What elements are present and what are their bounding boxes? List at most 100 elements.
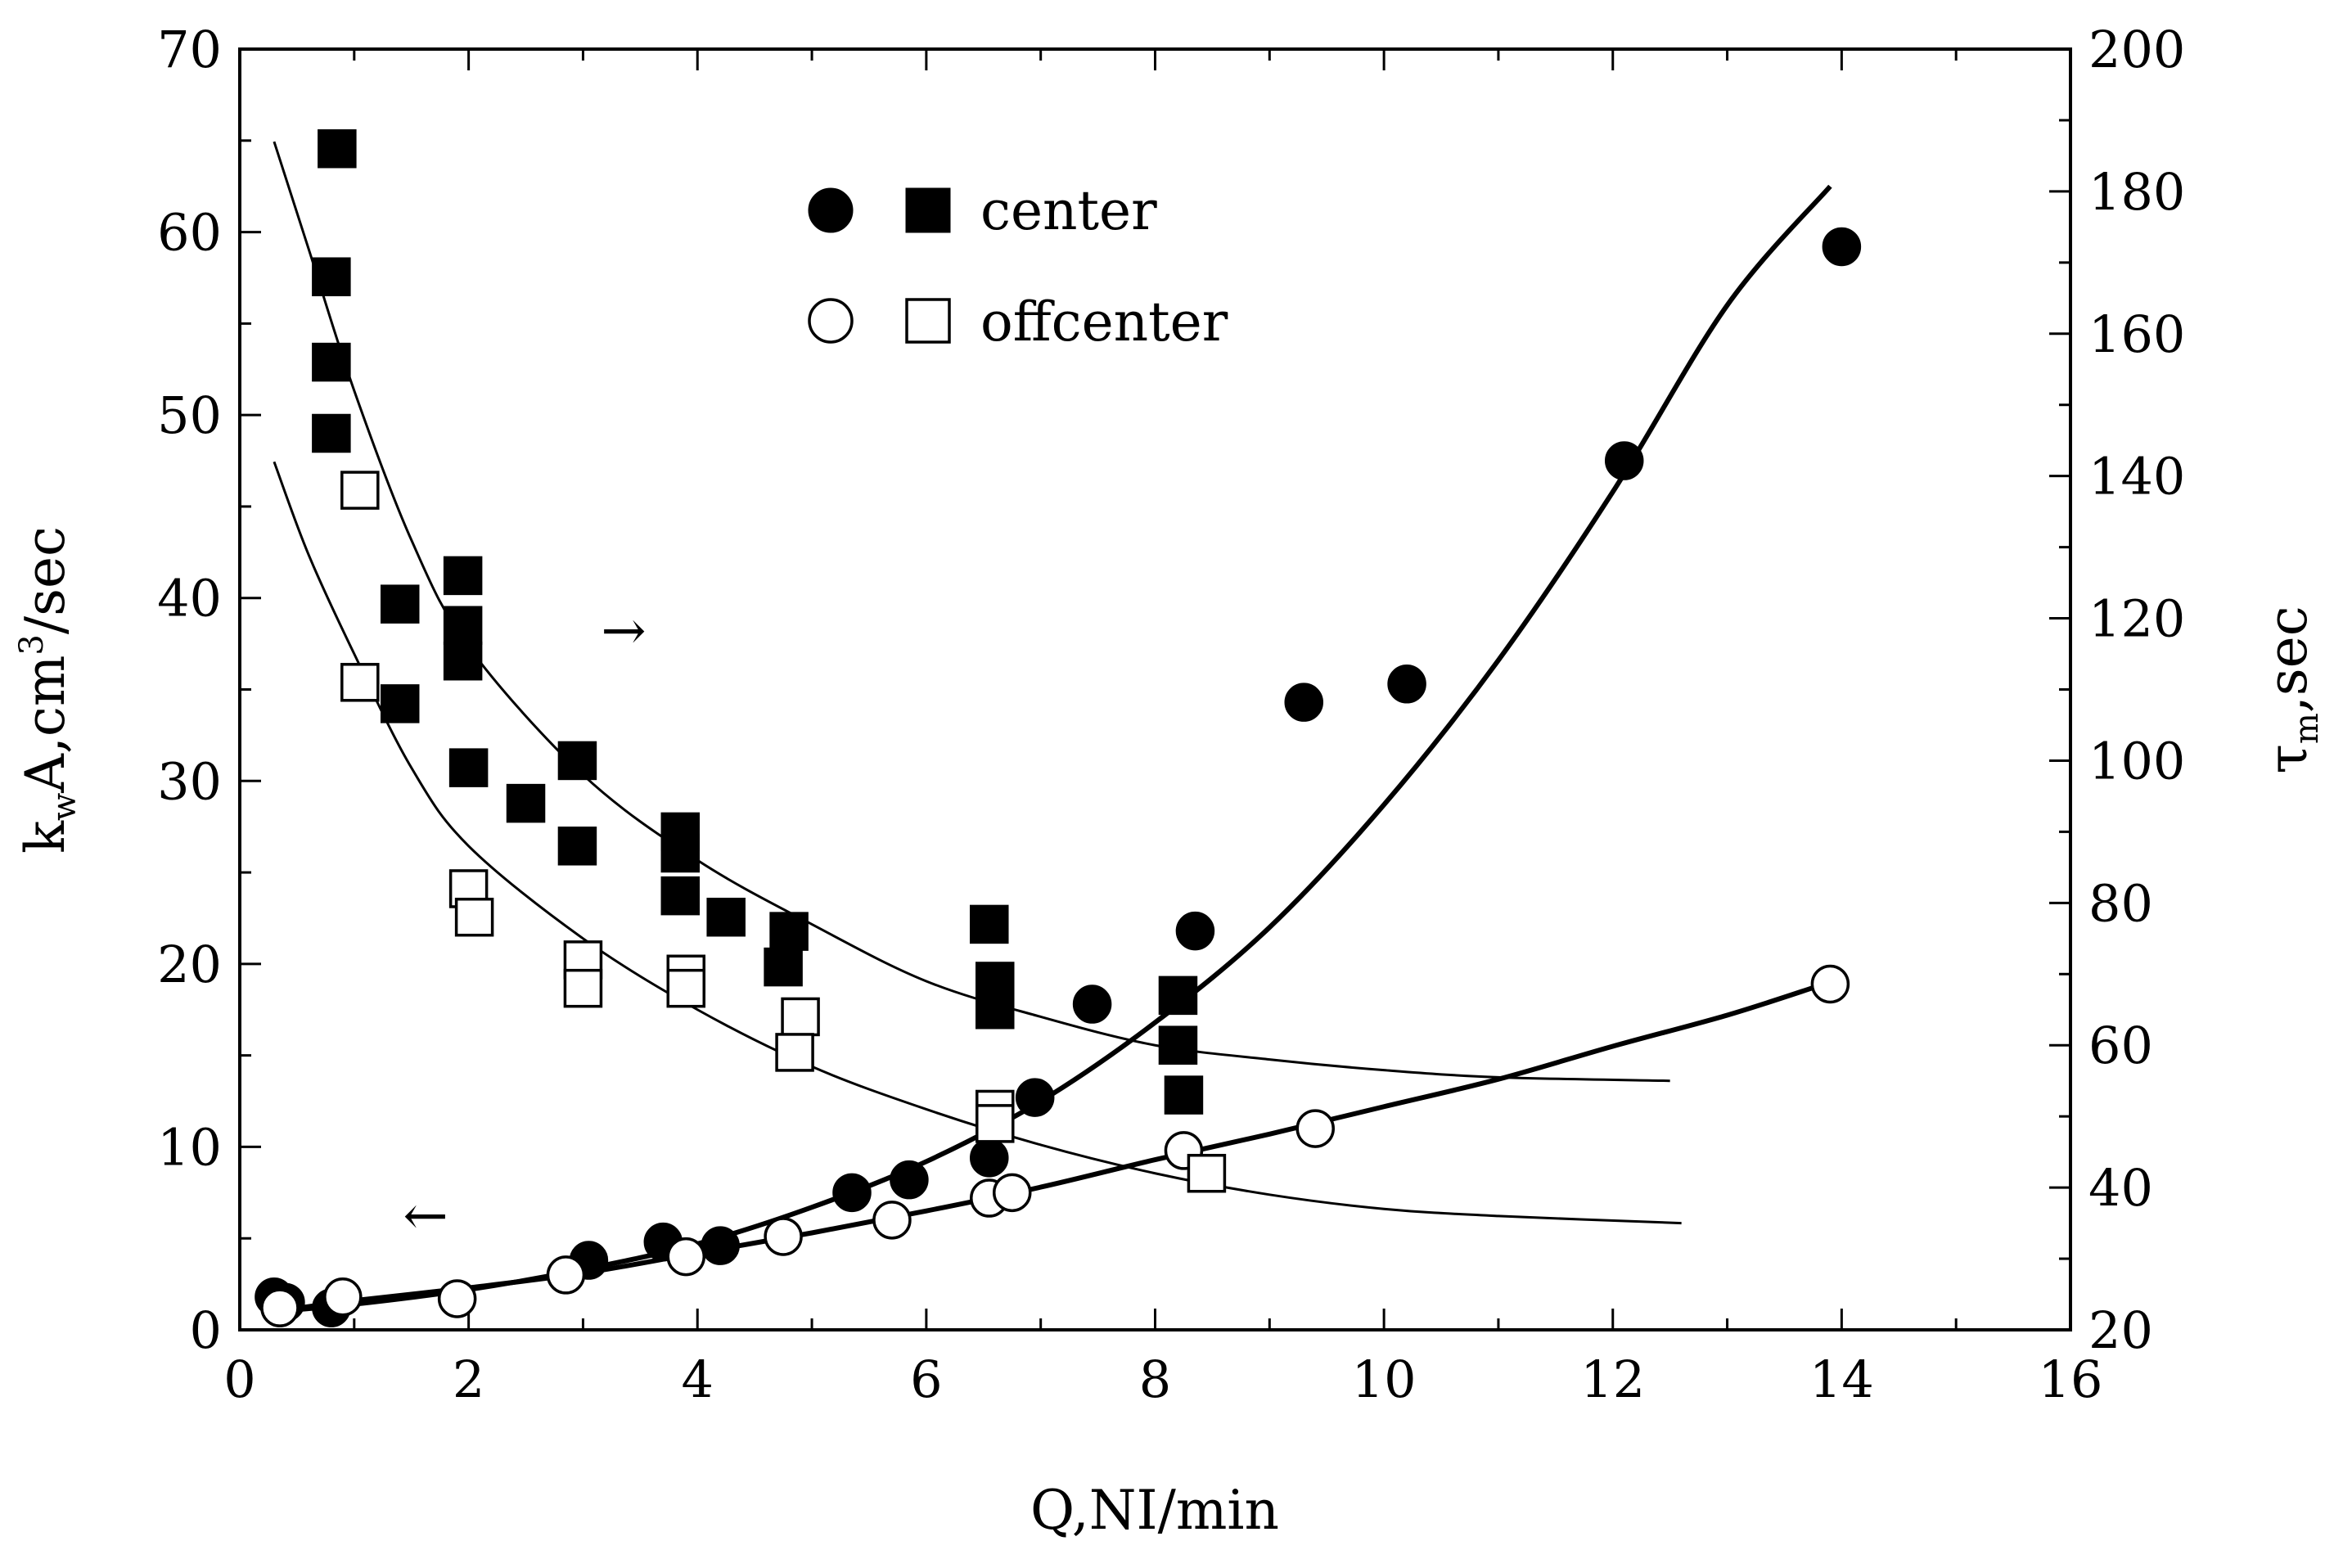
axis-ticks: 0 2 4 6 8 10 12 14 16010203040506070204060801001… — [157, 20, 2185, 1409]
open-square-point — [563, 968, 603, 1008]
y-left-tick-label: 20 — [157, 935, 222, 994]
x-tick-label: 12 — [1580, 1349, 1645, 1409]
open-circle-point — [437, 1279, 477, 1318]
y-left-title-tail: /sec — [14, 526, 77, 634]
y-right-tick-label: 80 — [2088, 873, 2153, 933]
y-right-tick-label: 180 — [2088, 162, 2185, 222]
y-right-tick-label: 140 — [2088, 447, 2185, 507]
right-axis-arrow: → — [601, 599, 646, 662]
legend-center-circle-marker — [808, 187, 854, 233]
filled-square-point — [312, 257, 351, 296]
y-left-tick-label: 50 — [157, 385, 222, 445]
open-circle-point — [1810, 964, 1850, 1004]
filled-square-point — [769, 912, 809, 951]
open-circle-point — [1295, 1109, 1335, 1148]
y-right-tick-label: 60 — [2088, 1016, 2153, 1075]
filled-square-point — [312, 342, 351, 382]
filled-square-point — [764, 947, 803, 987]
legend: center offcenter — [808, 179, 1228, 354]
x-tick-label: 6 — [910, 1349, 942, 1409]
y-left-tick-label: 60 — [157, 203, 222, 263]
open-circle-point — [872, 1201, 912, 1240]
y-left-title-main: k — [14, 820, 77, 854]
left-axis-arrow: ← — [403, 1184, 448, 1247]
y-right-tick-label: 100 — [2088, 731, 2185, 791]
open-square-point — [781, 997, 820, 1037]
y-right-tick-label: 120 — [2088, 589, 2185, 649]
open-circle-point — [764, 1217, 803, 1256]
legend-offcenter-square-marker — [905, 298, 951, 344]
legend-center-square-marker — [905, 187, 951, 233]
filled-circle-point — [1387, 665, 1426, 704]
filled-circle-point — [1604, 441, 1644, 480]
filled-square-point — [1164, 1075, 1204, 1115]
filled-square-point — [380, 684, 420, 723]
filled-square-point — [660, 876, 701, 916]
open-square-point — [666, 968, 706, 1008]
x-tick-label: 0 — [223, 1349, 255, 1409]
y-right-tick-label: 200 — [2088, 20, 2185, 79]
y-right-tick-label: 20 — [2088, 1300, 2153, 1360]
fit-curve — [273, 184, 1832, 1314]
filled-square-point — [318, 128, 357, 169]
y-left-title-sup: 3 — [13, 634, 51, 655]
x-tick-label: 10 — [1352, 1349, 1417, 1409]
open-square-point — [340, 663, 380, 702]
filled-square-point — [312, 413, 351, 453]
y-left-tick-label: 40 — [157, 569, 222, 629]
open-circle-point — [323, 1277, 363, 1317]
filled-circle-point — [1015, 1078, 1055, 1117]
filled-circle-point — [1822, 227, 1862, 267]
y-right-axis-title: τm,sec — [2256, 606, 2326, 773]
filled-circle-point — [970, 1138, 1009, 1178]
filled-square-point — [975, 990, 1015, 1030]
right-axis-arrow-glyph: → — [601, 599, 646, 662]
fit-curve — [273, 983, 1820, 1314]
y-left-tick-label: 0 — [190, 1300, 222, 1360]
x-tick-label: 2 — [453, 1349, 484, 1409]
x-tick-label: 8 — [1139, 1349, 1171, 1409]
filled-square-point — [443, 556, 483, 596]
y-right-tick-label: 40 — [2088, 1158, 2153, 1218]
filled-circle-point — [890, 1160, 929, 1200]
y-left-title-sub: w — [46, 793, 83, 821]
legend-offcenter-label: offcenter — [980, 291, 1228, 354]
open-circle-point — [546, 1255, 586, 1295]
filled-square-point — [706, 897, 746, 937]
left-axis-arrow-glyph: ← — [403, 1184, 448, 1247]
filled-square-point — [1158, 975, 1198, 1016]
filled-circle-point — [1072, 985, 1112, 1024]
y-left-tick-label: 30 — [157, 751, 222, 811]
x-tick-label: 4 — [682, 1349, 714, 1409]
open-circle-point — [260, 1288, 300, 1327]
data-points — [255, 128, 1862, 1327]
y-right-tick-label: 160 — [2088, 304, 2185, 364]
filled-circle-point — [701, 1226, 740, 1265]
open-square-point — [454, 897, 494, 937]
y-right-title-main: τ — [2256, 744, 2319, 774]
filled-square-point — [448, 748, 489, 787]
filled-square-point — [557, 827, 597, 866]
open-square-point — [1187, 1153, 1227, 1193]
filled-square-point — [443, 606, 483, 645]
x-axis-title: Q,NI/min — [1030, 1479, 1279, 1542]
open-circle-point — [992, 1173, 1032, 1213]
filled-square-point — [380, 584, 420, 624]
open-square-point — [775, 1033, 814, 1072]
x-tick-label: 14 — [1809, 1349, 1874, 1409]
x-tick-label: 16 — [2039, 1349, 2103, 1409]
filled-square-point — [970, 904, 1009, 944]
y-right-title-sub: m — [2288, 713, 2326, 744]
open-square-point — [340, 471, 380, 510]
open-circle-point — [666, 1237, 706, 1277]
y-left-axis-title: kwA,cm3/sec — [13, 526, 83, 854]
y-left-title-rest: A,cm — [14, 656, 77, 794]
filled-square-point — [1158, 1025, 1198, 1065]
filled-square-point — [506, 783, 546, 823]
filled-circle-point — [1175, 911, 1215, 951]
filled-circle-point — [1284, 683, 1324, 722]
filled-square-point — [660, 833, 701, 873]
filled-circle-point — [832, 1173, 872, 1213]
filled-square-point — [557, 741, 597, 781]
